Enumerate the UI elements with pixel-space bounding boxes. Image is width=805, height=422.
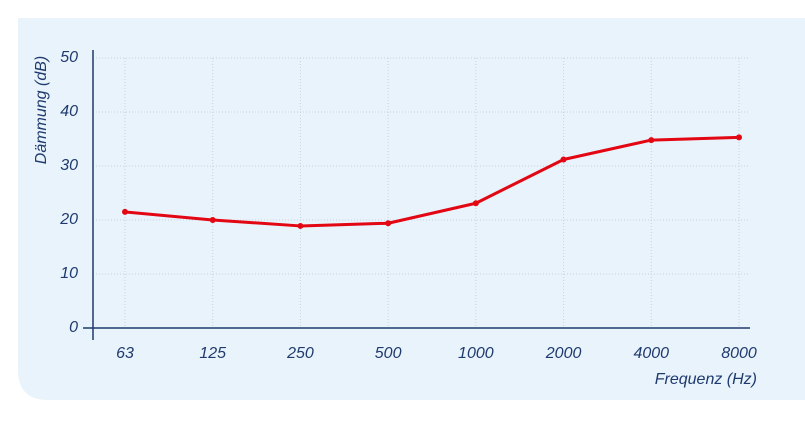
y-tick-label: 10 — [60, 265, 78, 282]
x-tick-label: 4000 — [633, 345, 669, 362]
x-tick-label: 2000 — [545, 345, 582, 362]
panel — [18, 18, 805, 400]
data-point — [648, 137, 655, 144]
x-tick-label: 250 — [286, 345, 314, 362]
y-tick-label: 40 — [60, 103, 78, 120]
data-point — [122, 208, 128, 215]
y-tick-label: 30 — [60, 157, 78, 174]
data-line — [124, 135, 740, 228]
data-point — [472, 200, 479, 207]
x-tick-label: 63 — [116, 345, 134, 362]
data-point — [297, 222, 304, 229]
data-point — [560, 156, 567, 163]
y-tick-label: 0 — [69, 319, 78, 336]
x-tick-label: 1000 — [458, 345, 494, 362]
y-tick-label: 20 — [59, 211, 78, 228]
x-tick-label: 125 — [199, 345, 226, 362]
x-tick-label: 500 — [375, 345, 402, 362]
data-point — [209, 217, 216, 223]
x-tick-label: 8000 — [721, 345, 757, 362]
data-point — [736, 134, 742, 141]
y-tick-label: 50 — [60, 49, 78, 66]
x-axis-label: Frequenz (Hz) — [655, 371, 757, 388]
y-axis-label: Dämmung (dB) — [33, 56, 50, 164]
data-point — [385, 220, 392, 227]
